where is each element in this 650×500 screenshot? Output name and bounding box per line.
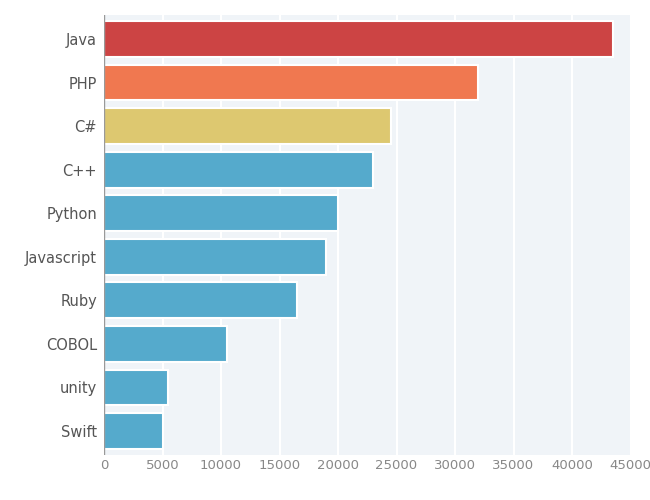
Bar <box>104 152 373 188</box>
Bar <box>104 108 391 144</box>
Bar <box>104 21 613 57</box>
Bar <box>104 196 338 231</box>
Bar <box>104 282 297 318</box>
Bar <box>104 64 478 100</box>
Bar <box>104 239 326 274</box>
Bar <box>104 370 168 406</box>
Bar <box>104 326 227 362</box>
Bar <box>104 413 162 449</box>
